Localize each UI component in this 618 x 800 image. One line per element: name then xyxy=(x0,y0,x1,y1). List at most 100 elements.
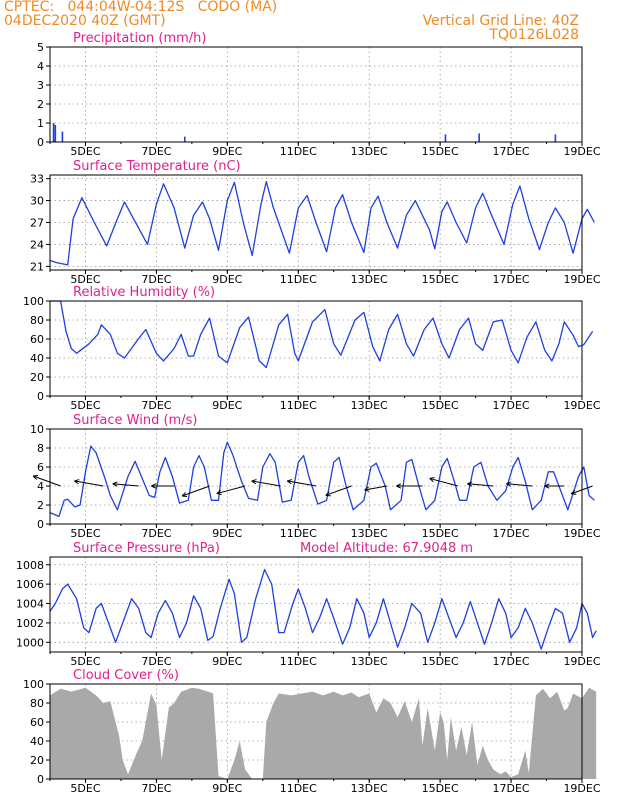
pressure-ytick-label: 1008 xyxy=(16,559,44,572)
cloud-title: Cloud Cover (%) xyxy=(73,668,179,683)
temp-ytick-label: 30 xyxy=(30,195,44,208)
wind-vector-head xyxy=(429,477,435,479)
rh-xtick-label: 15DEC xyxy=(422,399,459,412)
precip-xtick-label: 9DEC xyxy=(212,145,242,158)
wind-xtick-label: 9DEC xyxy=(212,527,242,540)
wind-title: Surface Wind (m/s) xyxy=(73,413,197,428)
precip-xtick-label: 13DEC xyxy=(351,145,388,158)
temp-ytick-label: 21 xyxy=(30,260,44,273)
wind-vector-head xyxy=(182,495,188,498)
wind-xtick-label: 19DEC xyxy=(563,527,600,540)
pressure-xtick-label: 17DEC xyxy=(493,655,530,668)
wind-vector-head xyxy=(544,483,550,487)
wind-vector-shaft xyxy=(112,483,139,487)
precip-bar xyxy=(52,123,55,142)
temp-xtick-label: 5DEC xyxy=(70,273,100,286)
wind-vector-shaft xyxy=(467,483,494,487)
wind-vector xyxy=(32,474,61,487)
wind-frame xyxy=(49,428,583,525)
rh-xtick-label: 11DEC xyxy=(280,399,317,412)
rh-xtick-label: 19DEC xyxy=(563,399,600,412)
wind-vector xyxy=(112,481,139,487)
cloud-ytick-label: 100 xyxy=(23,678,44,691)
wind-vector-head xyxy=(32,475,37,480)
wind-vector xyxy=(74,479,104,487)
wind-vector-head xyxy=(396,485,402,489)
wind-ytick-label: 0 xyxy=(37,518,44,531)
precip-ytick-label: 0 xyxy=(37,136,44,149)
wind-vector xyxy=(216,485,246,495)
rh-xtick-label: 7DEC xyxy=(141,399,171,412)
wind-vector-shaft xyxy=(364,485,388,491)
wind-xtick-label: 5DEC xyxy=(70,527,100,540)
wind-vector-head xyxy=(181,492,186,497)
pressure-xtick-label: 11DEC xyxy=(280,655,317,668)
precip-ytick-label: 3 xyxy=(37,79,44,92)
wind-xtick-label: 15DEC xyxy=(422,527,459,540)
wind-vector xyxy=(325,485,352,497)
pressure-title: Surface Pressure (hPa) xyxy=(73,541,220,556)
precip-bar xyxy=(183,136,186,142)
rh-xtick-label: 5DEC xyxy=(70,399,100,412)
precip-xtick-label: 5DEC xyxy=(70,145,100,158)
rh-xtick-label: 13DEC xyxy=(351,399,388,412)
temp-ytick-label: 33 xyxy=(30,173,44,186)
precip-ytick-label: 4 xyxy=(37,60,44,73)
precip-xtick-label: 11DEC xyxy=(280,145,317,158)
wind-vector xyxy=(429,477,458,487)
rh-panel: 0 20 40 60 80 100 5DEC 7DEC 9DEC 11DEC 13DEC 15DEC 1… xyxy=(23,285,601,412)
station-info: CPTEC: 044:04W-04:12S CODO (MA) xyxy=(4,0,278,15)
precip-frame xyxy=(49,46,583,143)
wind-vector-head xyxy=(506,483,511,487)
wind-line xyxy=(49,441,595,518)
pressure-xtick-label: 13DEC xyxy=(351,655,388,668)
wind-vector-head xyxy=(216,489,221,494)
wind-vector xyxy=(467,481,494,487)
precip-ytick-label: 1 xyxy=(37,117,44,130)
wind-vector xyxy=(151,483,175,489)
temp-xtick-label: 19DEC xyxy=(563,273,600,286)
wind-vector-head xyxy=(396,483,402,487)
wind-vector-head xyxy=(364,489,370,492)
wind-vector-shaft xyxy=(74,480,104,487)
cloud-ytick-label: 60 xyxy=(30,716,44,729)
pressure-ytick-label: 1000 xyxy=(16,636,44,649)
pressure-note: Model Altitude: 67.9048 m xyxy=(300,541,473,556)
wind-vector xyxy=(251,479,281,487)
wind-vector-head xyxy=(216,493,222,495)
pressure-ytick-label: 1004 xyxy=(16,598,44,611)
wind-vector xyxy=(181,485,210,498)
wind-vector-head xyxy=(287,479,293,482)
wind-vector-shaft xyxy=(287,480,317,487)
rh-ytick-label: 40 xyxy=(30,352,44,365)
cloud-xtick-label: 15DEC xyxy=(422,782,459,795)
cloud-xtick-label: 13DEC xyxy=(351,782,388,795)
pressure-line xyxy=(49,568,597,650)
wind-vector-shaft xyxy=(325,485,352,496)
cloud-xtick-label: 19DEC xyxy=(563,782,600,795)
rh-xtick-label: 17DEC xyxy=(493,399,530,412)
wind-vector-head xyxy=(325,491,330,496)
wind-vector-shaft xyxy=(32,475,61,487)
model-id: TQ0126L028 xyxy=(489,27,579,43)
wind-vector xyxy=(544,483,565,489)
wind-vector-head xyxy=(112,481,118,485)
pressure-xtick-label: 15DEC xyxy=(422,655,459,668)
wind-vector-head xyxy=(74,480,79,485)
temp-ytick-label: 27 xyxy=(30,217,44,230)
rh-line xyxy=(50,300,594,369)
precip-panel: 0 1 2 3 4 5 5DEC 7DEC 9DEC 11DEC 13DEC 15DEC 17DEC 19… xyxy=(37,31,601,158)
wind-ytick-label: 4 xyxy=(37,480,44,493)
run-date: 04DEC2020 40Z (GMT) xyxy=(4,13,166,29)
rh-ytick-label: 20 xyxy=(30,371,44,384)
cloud-xtick-label: 17DEC xyxy=(493,782,530,795)
wind-xtick-label: 17DEC xyxy=(493,527,530,540)
wind-vector-head xyxy=(112,483,118,487)
rh-ytick-label: 0 xyxy=(37,390,44,403)
wind-vector-shaft xyxy=(251,480,281,487)
temp-line xyxy=(49,180,595,266)
cloud-ytick-label: 80 xyxy=(30,697,44,710)
wind-vector-head xyxy=(364,486,369,491)
temp-xtick-label: 9DEC xyxy=(212,273,242,286)
